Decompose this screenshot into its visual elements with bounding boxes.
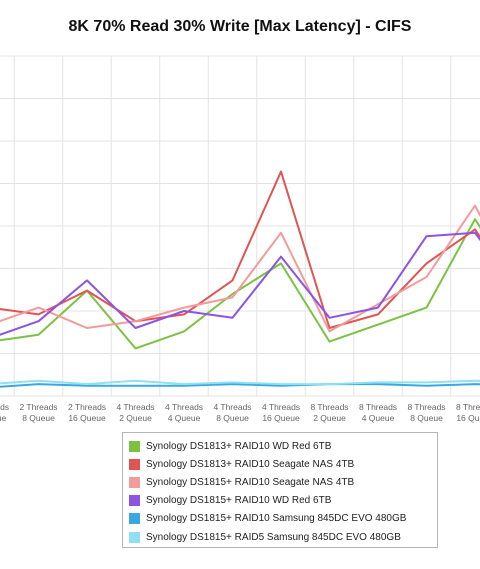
legend-item[interactable]: Synology DS1813+ RAID10 Seagate NAS 4TB — [129, 455, 437, 473]
x-tick-label: 2 Threads — [68, 402, 106, 412]
legend-item[interactable]: Synology DS1815+ RAID10 WD Red 6TB — [129, 492, 437, 510]
x-tick-label: 8 Threads — [407, 402, 445, 412]
x-tick-label: 4 Threads — [213, 402, 251, 412]
chart-title: 8K 70% Read 30% Write [Max Latency] - CI… — [68, 18, 412, 35]
legend-item[interactable]: Synology DS1815+ RAID10 Seagate NAS 4TB — [129, 473, 437, 491]
x-tick-label: 8 Queue — [22, 413, 55, 423]
legend-swatch — [129, 495, 140, 507]
legend-label: Synology DS1815+ RAID10 Samsung 845DC EV… — [146, 513, 407, 525]
series-line-1 — [0, 218, 480, 350]
x-tick-label: 4 Threads — [262, 402, 300, 412]
x-tick-label: 2 Queue — [119, 413, 152, 423]
x-tick-label: 16 Queue — [262, 413, 300, 423]
x-tick-label: 8 Threads — [359, 402, 397, 412]
legend-swatch — [129, 458, 140, 470]
legend-label: Synology DS1815+ RAID10 WD Red 6TB — [146, 495, 332, 507]
series-line-3 — [0, 204, 480, 333]
legend-item[interactable]: Synology DS1815+ RAID10 Samsung 845DC EV… — [129, 510, 437, 528]
x-tick-label: 2 Threads — [0, 402, 9, 412]
x-tick-label: 16 Queue — [68, 413, 106, 423]
x-tick-label: 4 Queue — [168, 413, 201, 423]
series-line-2 — [0, 170, 480, 329]
legend-label: Synology DS1813+ RAID10 Seagate NAS 4TB — [146, 458, 355, 470]
x-tick-label: 4 Threads — [116, 402, 154, 412]
series-line-6 — [0, 379, 480, 386]
x-tick-label: 8 Queue — [216, 413, 249, 423]
legend-swatch — [129, 513, 140, 525]
legend-swatch — [129, 531, 140, 543]
legend-label: Synology DS1813+ RAID10 WD Red 6TB — [146, 440, 332, 452]
series-line-4 — [0, 231, 480, 336]
x-tick-label: 4 Queue — [362, 413, 395, 423]
legend-label: Synology DS1815+ RAID5 Samsung 845DC EVO… — [146, 531, 401, 543]
legend-swatch — [129, 440, 140, 452]
legend-item[interactable]: Synology DS1815+ RAID5 Samsung 845DC EVO… — [129, 528, 437, 546]
grid — [0, 55, 480, 397]
series-lines — [0, 170, 480, 388]
legend: Synology DS1813+ RAID10 WD Red 6TB Synolo… — [122, 432, 438, 548]
x-tick-label: 8 Threads — [456, 402, 480, 412]
x-tick-label: 4 Queue — [0, 413, 7, 423]
series-line-5 — [0, 383, 480, 388]
legend-label: Synology DS1815+ RAID10 Seagate NAS 4TB — [146, 476, 355, 488]
x-tick-label: 2 Queue — [313, 413, 346, 423]
x-tick-label: 2 Threads — [19, 402, 57, 412]
x-tick-label: 8 Queue — [410, 413, 443, 423]
legend-item[interactable]: Synology DS1813+ RAID10 WD Red 6TB — [129, 437, 437, 455]
x-tick-label: 4 Threads — [165, 402, 203, 412]
x-tick-label: 8 Threads — [310, 402, 348, 412]
legend-swatch — [129, 476, 140, 488]
x-tick-label: 16 Queue — [456, 413, 480, 423]
